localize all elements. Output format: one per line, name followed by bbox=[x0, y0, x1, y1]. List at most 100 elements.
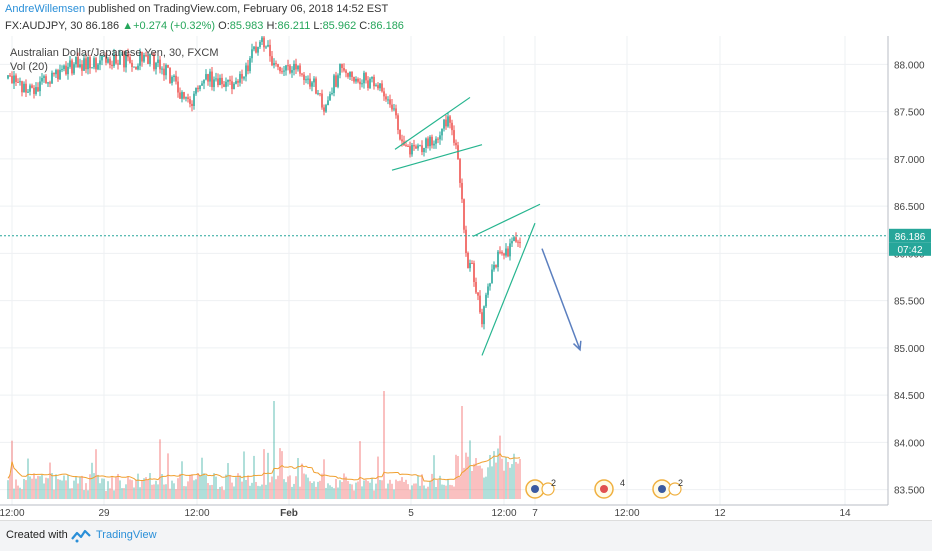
candle-body bbox=[323, 107, 325, 112]
candle-body bbox=[341, 64, 343, 68]
volume-bar bbox=[509, 467, 511, 499]
volume-bar bbox=[17, 485, 19, 499]
candle-body bbox=[133, 66, 135, 68]
volume-bar bbox=[373, 490, 375, 499]
candle-body bbox=[155, 62, 157, 70]
volume-bar bbox=[225, 474, 227, 499]
candle-body bbox=[427, 138, 429, 147]
candle-body bbox=[457, 145, 459, 160]
volume-bar bbox=[109, 488, 111, 499]
candle-body bbox=[511, 241, 513, 244]
volume-bar bbox=[441, 484, 443, 499]
candle-body bbox=[111, 64, 113, 67]
candle-body bbox=[517, 241, 519, 243]
volume-bar bbox=[121, 488, 123, 499]
candle-body bbox=[137, 65, 139, 70]
volume-bar bbox=[515, 461, 517, 499]
price-chart[interactable]: 242 88.00087.50087.00086.50086.00085.500… bbox=[0, 36, 932, 520]
volume-bar bbox=[39, 476, 41, 499]
volume-bar bbox=[369, 482, 371, 499]
volume-bar bbox=[305, 474, 307, 499]
candle-body bbox=[103, 56, 105, 58]
candle-body bbox=[399, 129, 401, 140]
candle-body bbox=[317, 93, 319, 95]
candle-body bbox=[337, 75, 339, 87]
candle-body bbox=[417, 145, 419, 149]
y-tick-label: 85.500 bbox=[894, 297, 925, 308]
candle-body bbox=[353, 76, 355, 82]
candle-body bbox=[449, 116, 451, 123]
volume-bar bbox=[351, 484, 353, 499]
candle-body bbox=[169, 67, 171, 84]
candle-body bbox=[369, 78, 371, 88]
volume-bar bbox=[397, 481, 399, 499]
candle-body bbox=[347, 72, 349, 77]
projection-arrow[interactable] bbox=[541, 248, 582, 352]
volume-bar bbox=[219, 486, 221, 499]
candle-body bbox=[483, 306, 485, 325]
candle-body bbox=[189, 99, 191, 104]
candle-body bbox=[453, 130, 455, 143]
event-markers[interactable]: 2 4 2 bbox=[525, 478, 683, 499]
volume-bar bbox=[189, 474, 191, 499]
volume-bar bbox=[353, 490, 355, 499]
candle-body bbox=[73, 64, 75, 74]
candle-body bbox=[29, 85, 31, 92]
candle-body bbox=[39, 81, 41, 92]
author-link[interactable]: AndreWillemsen bbox=[5, 3, 86, 15]
volume-bar bbox=[55, 474, 57, 499]
price-tag: 86.186 07:42 bbox=[889, 228, 931, 256]
volume-bar bbox=[281, 451, 283, 499]
candle-body bbox=[19, 81, 21, 83]
y-tick-label: 84.000 bbox=[894, 438, 925, 449]
volume-bar bbox=[387, 483, 389, 499]
candle-body bbox=[257, 46, 259, 53]
tradingview-brand[interactable]: TradingView bbox=[96, 529, 157, 541]
pattern-lines[interactable] bbox=[391, 96, 541, 356]
volume-bar bbox=[289, 475, 291, 499]
candle-body bbox=[405, 145, 407, 147]
candle-body bbox=[75, 56, 77, 65]
volume-bar bbox=[45, 477, 47, 499]
volume-bar bbox=[141, 480, 143, 499]
candle-body bbox=[325, 105, 327, 112]
open-label: O: bbox=[218, 20, 230, 32]
symbol-label[interactable]: FX:AUDJPY, 30 bbox=[5, 20, 83, 32]
volume-bar bbox=[233, 486, 235, 499]
candle-body bbox=[83, 58, 85, 71]
volume-bar bbox=[167, 453, 169, 499]
volume-bar bbox=[231, 482, 233, 499]
candle-body bbox=[79, 64, 81, 68]
candle-body bbox=[357, 78, 359, 82]
volume-bar bbox=[349, 483, 351, 499]
candle-body bbox=[421, 145, 423, 153]
candle-body bbox=[151, 53, 153, 55]
candle-body bbox=[105, 56, 107, 63]
volume-bar bbox=[503, 470, 505, 499]
candle-body bbox=[329, 94, 331, 101]
indicator-label[interactable]: Vol (20) bbox=[10, 61, 48, 73]
candle-body bbox=[395, 108, 397, 116]
candle-body bbox=[121, 54, 123, 56]
volume-bar bbox=[27, 458, 29, 499]
volume-bar bbox=[195, 479, 197, 499]
low-label: L: bbox=[313, 20, 323, 32]
arrow-head bbox=[572, 340, 582, 352]
tradingview-logo-icon[interactable] bbox=[71, 529, 91, 543]
candle-body bbox=[171, 76, 173, 84]
volume-bar bbox=[429, 481, 431, 499]
candle-body bbox=[127, 53, 129, 58]
candle-body bbox=[45, 76, 47, 84]
candle-body bbox=[99, 60, 101, 65]
candle-body bbox=[499, 251, 501, 253]
volume-bar bbox=[147, 479, 149, 499]
volume-bar bbox=[331, 486, 333, 499]
candle-body bbox=[373, 76, 375, 87]
x-axis-ticks: 12:00 29 12:00 Feb 5 12:00 7 12:00 12 14 bbox=[0, 508, 851, 519]
candle-body bbox=[7, 75, 9, 79]
volume-bar bbox=[357, 481, 359, 499]
candle-body bbox=[167, 65, 169, 68]
x-tick-label: 12:00 bbox=[614, 508, 639, 519]
volume-bar bbox=[105, 490, 107, 499]
candle-body bbox=[71, 60, 73, 74]
